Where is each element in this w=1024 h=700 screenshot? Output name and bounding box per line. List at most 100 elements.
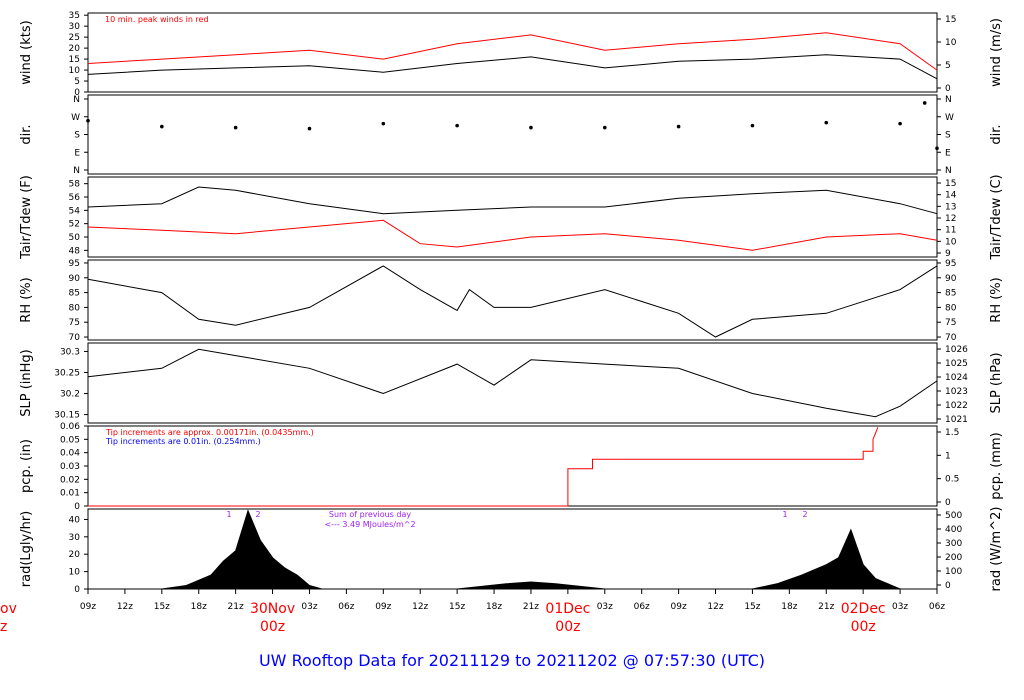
y-tick-label-right: S — [945, 131, 951, 141]
y-tick-label-right: N — [945, 95, 952, 105]
y-tick-label: 30 — [69, 533, 81, 543]
x-tick-label: 21z — [818, 602, 834, 612]
data-point — [935, 146, 939, 151]
y-tick-label: 0.06 — [60, 422, 80, 432]
peak-marker: 1 — [226, 510, 231, 519]
y-tick-label: 25 — [69, 33, 80, 43]
data-point — [160, 124, 164, 129]
y-tick-label: 56 — [69, 193, 81, 203]
y-tick-label-right: 1026 — [945, 345, 968, 355]
panel-5: 0 0.01 0.02 0.03 0.04 0.05 0.06 0 0.5 1 1.5 pcp. (i… — [19, 422, 1004, 512]
y-tick-label-right: 1.5 — [945, 428, 959, 438]
y-tick-label: S — [74, 131, 80, 141]
y-axis-label-right: SLP (hPa) — [989, 352, 1004, 413]
y-tick-label: 80 — [69, 303, 81, 313]
y-tick-label-right: 500 — [945, 511, 962, 521]
data-point — [824, 120, 829, 125]
y-tick-label-right: 1024 — [945, 373, 968, 383]
x-tick-label: 03z — [892, 602, 908, 612]
y-tick-label: 0.01 — [60, 489, 80, 499]
y-tick-label: 30.2 — [60, 390, 80, 400]
y-tick-label: 95 — [69, 259, 80, 269]
x-tick-label: 06z — [338, 602, 354, 612]
y-tick-label: 0.05 — [60, 435, 80, 445]
x-tick-label: 06z — [634, 602, 650, 612]
y-tick-label: 50 — [69, 233, 81, 243]
y-tick-label-right: 15 — [945, 15, 956, 25]
y-tick-label: 35 — [69, 11, 80, 21]
panel-frame — [87, 176, 938, 258]
day-date-label: 02Dec — [841, 601, 886, 617]
y-axis-label-right: pcp. (mm) — [989, 432, 1004, 499]
y-tick-label: 0.04 — [60, 449, 80, 459]
data-line — [87, 54, 938, 80]
data-point — [455, 123, 459, 128]
y-tick-label-right: E — [945, 148, 951, 158]
y-tick-label-right: 0 — [945, 581, 951, 591]
y-tick-label: 52 — [69, 220, 80, 230]
y-tick-label-right: 10 — [945, 38, 957, 48]
x-tick-label: 03z — [301, 602, 317, 612]
y-tick-label-right: 1022 — [945, 401, 968, 411]
y-tick-label: 58 — [69, 180, 81, 190]
chart-title: UW Rooftop Data for 20211129 to 20211202… — [259, 651, 765, 670]
y-tick-label: 20 — [69, 44, 81, 54]
y-tick-label-right: 0 — [945, 498, 951, 508]
y-tick-label: 20 — [69, 550, 81, 560]
y-tick-label-right: 11 — [945, 226, 956, 236]
panel-annotation: Tip increments are approx. 0.00171in. (0… — [105, 428, 314, 437]
y-tick-label-right: 75 — [945, 318, 956, 328]
y-tick-label: N — [73, 95, 80, 105]
data-line — [88, 427, 879, 507]
y-tick-label: 0 — [74, 585, 80, 595]
y-tick-label: 10 — [69, 568, 81, 578]
x-tick-label: 18z — [486, 602, 502, 612]
y-tick-label: 30.3 — [60, 347, 80, 357]
y-axis-label-right: wind (m/s) — [989, 18, 1004, 87]
y-axis-label: rad(Lgly/hr) — [19, 511, 34, 587]
data-line — [87, 186, 938, 215]
y-tick-label-right: 15 — [945, 179, 956, 189]
y-tick-label-right: 1021 — [945, 415, 968, 425]
y-axis-label: Tair/Tdew (F) — [19, 175, 34, 260]
panel-4: 30.15 30.2 30.25 30.3 1021 1022 1023 1024 1025 10… — [19, 342, 1004, 425]
x-tick-label: 09z — [375, 602, 391, 612]
y-tick-label-right: 1 — [945, 451, 951, 461]
x-tick-label: 18z — [191, 602, 207, 612]
data-point — [676, 124, 681, 129]
x-tick-label: 21z — [228, 602, 244, 612]
y-axis-label: pcp. (in) — [19, 439, 34, 493]
x-tick-label: 15z — [744, 602, 760, 612]
y-tick-label: 0 — [74, 502, 80, 512]
y-tick-label: 70 — [69, 333, 81, 343]
y-tick-label: 54 — [69, 206, 81, 216]
y-tick-label: 0.03 — [60, 462, 80, 472]
y-tick-label-right: 95 — [945, 259, 956, 269]
sum-note: Sum of previous day — [329, 510, 411, 519]
data-line — [87, 348, 938, 418]
y-tick-label-right: W — [945, 113, 954, 123]
y-axis-label: dir. — [19, 124, 34, 144]
x-tick-label: 09z — [671, 602, 687, 612]
data-area — [457, 581, 605, 590]
panel-frame — [87, 342, 938, 424]
panel-annotation: Tip increments are 0.01in. (0.254mm.) — [105, 437, 261, 446]
data-point — [922, 101, 927, 105]
y-tick-label: 40 — [69, 515, 81, 525]
panel-3: 70 75 80 85 90 95 70 75 80 85 90 95 RH (%) RH (%) — [19, 259, 1004, 343]
day-date-label: 30Nov — [250, 601, 295, 617]
y-axis-label: SLP (inHg) — [19, 349, 34, 417]
y-tick-label-right: 1023 — [945, 387, 968, 397]
y-tick-label-right: 12 — [945, 214, 956, 224]
data-point — [529, 125, 533, 130]
edge-date-label: ov — [0, 601, 17, 617]
y-axis-label-right: Tair/Tdew (C) — [989, 174, 1004, 260]
y-tick-label-right: 10 — [945, 237, 957, 247]
y-tick-label: W — [71, 113, 80, 123]
data-point — [233, 125, 238, 130]
day-date-label: 01Dec — [545, 601, 590, 617]
x-tick-label: 15z — [449, 602, 465, 612]
x-tick-label: 12z — [707, 602, 723, 612]
